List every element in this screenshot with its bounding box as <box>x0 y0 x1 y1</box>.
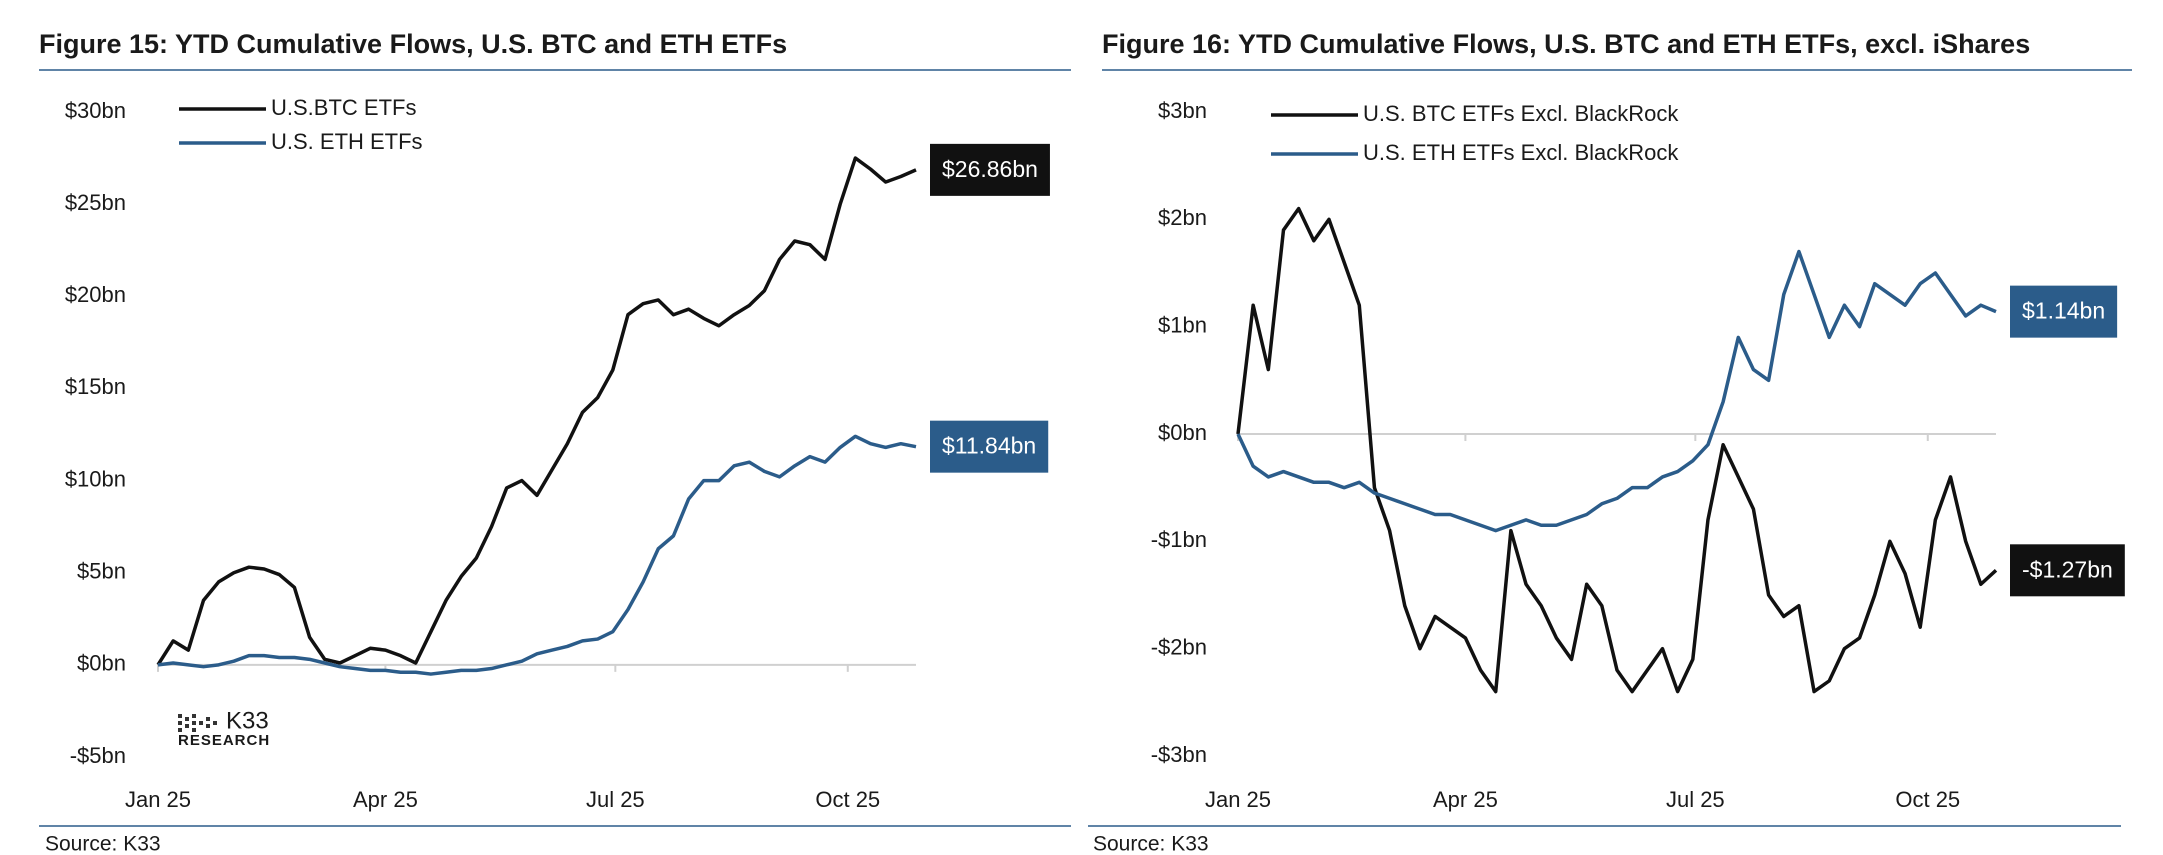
x-tick-label: Apr 25 <box>1433 787 1498 812</box>
legend-label: U.S. BTC ETFs Excl. BlackRock <box>1363 101 1679 126</box>
y-tick-label: $25bn <box>65 190 126 215</box>
y-tick-label: $15bn <box>65 374 126 399</box>
x-tick-label: Jan 25 <box>1205 787 1271 812</box>
y-tick-label: $30bn <box>65 98 126 123</box>
y-tick-label: $10bn <box>65 466 126 491</box>
chart-title: Figure 15: YTD Cumulative Flows, U.S. BT… <box>39 29 787 59</box>
legend-label: U.S. ETH ETFs <box>271 129 423 154</box>
series-line <box>156 156 917 666</box>
y-tick-label: $0bn <box>1158 420 1207 445</box>
y-tick-label: -$2bn <box>1151 634 1207 659</box>
y-tick-label: -$3bn <box>1151 742 1207 767</box>
end-label-text: $1.14bn <box>2022 298 2105 324</box>
legend-label: U.S. ETH ETFs Excl. BlackRock <box>1363 140 1679 165</box>
x-tick-label: Jul 25 <box>1666 787 1725 812</box>
end-label: $1.14bn <box>2010 285 2118 338</box>
end-label-box <box>2010 544 2125 597</box>
series-line <box>1236 206 1998 694</box>
end-label-text: $11.84bn <box>942 433 1036 459</box>
x-tick-label: Oct 25 <box>815 787 880 812</box>
y-tick-label: $0bn <box>77 651 126 676</box>
y-tick-label: $3bn <box>1158 98 1207 123</box>
x-tick-label: Jan 25 <box>125 787 191 812</box>
end-label: $26.86bn <box>930 143 1050 196</box>
y-tick-label: $1bn <box>1158 312 1207 337</box>
logo-icon <box>178 714 217 732</box>
source: Source: K33 <box>1093 833 1209 855</box>
series-line <box>157 434 917 676</box>
y-tick-label: $2bn <box>1158 205 1207 230</box>
chart-title: Figure 16: YTD Cumulative Flows, U.S. BT… <box>1102 29 2030 59</box>
x-tick-label: Apr 25 <box>353 787 418 812</box>
logo-text: K33 <box>226 707 269 734</box>
y-tick-label: -$5bn <box>70 743 126 768</box>
end-label-box <box>2010 285 2118 338</box>
end-label-text: $26.86bn <box>942 156 1038 182</box>
end-label-box <box>930 420 1049 473</box>
y-tick-label: $20bn <box>65 282 126 307</box>
y-tick-label: $5bn <box>77 559 126 584</box>
end-label-box <box>930 143 1050 196</box>
end-label: -$1.27bn <box>2010 544 2125 597</box>
series-line <box>1236 249 1997 533</box>
source: Source: K33 <box>45 833 161 855</box>
logo-subtext: RESEARCH <box>178 732 270 749</box>
end-label: $11.84bn <box>930 420 1049 473</box>
legend-label: U.S.BTC ETFs <box>271 95 416 120</box>
x-tick-label: Jul 25 <box>586 787 645 812</box>
x-tick-label: Oct 25 <box>1895 787 1960 812</box>
y-tick-label: -$1bn <box>1151 527 1207 552</box>
end-label-text: -$1.27bn <box>2022 556 2113 582</box>
